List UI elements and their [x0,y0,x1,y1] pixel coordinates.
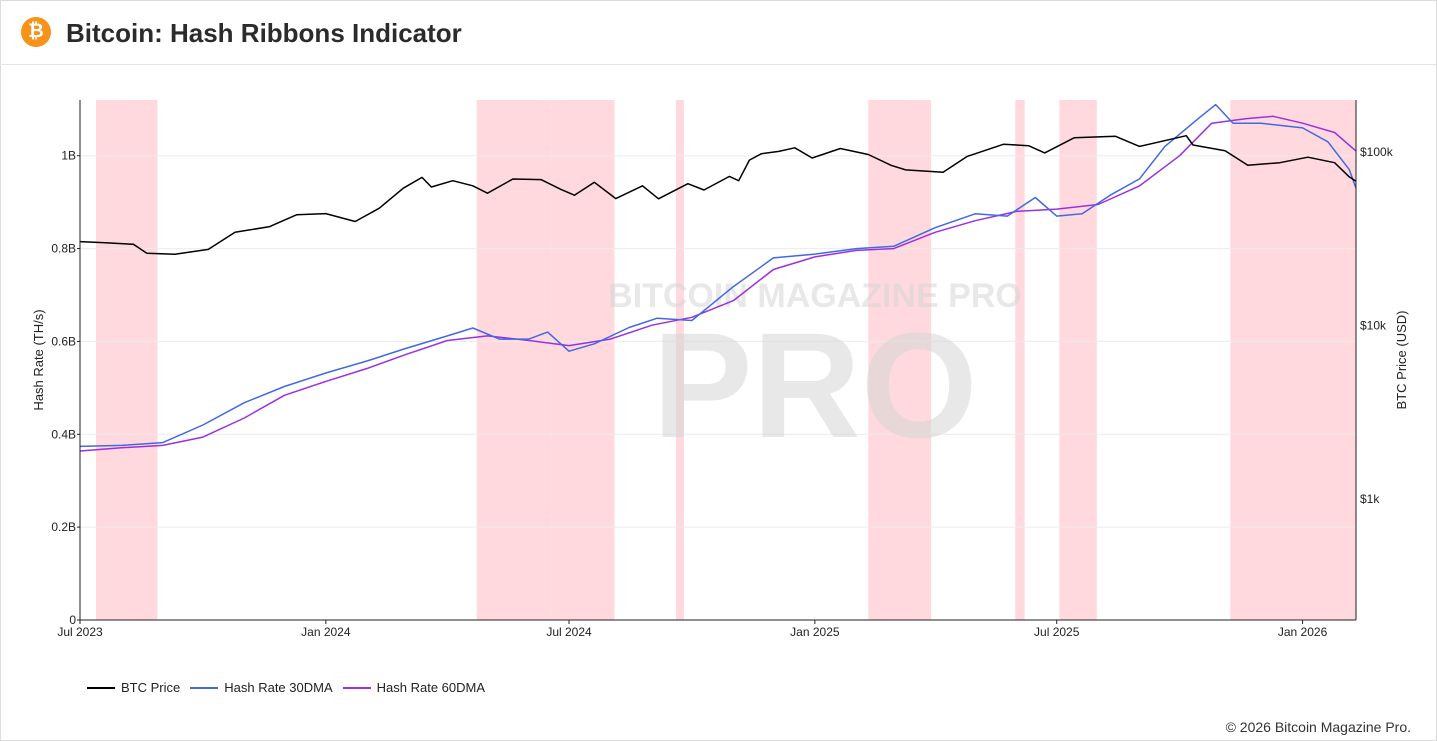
legend-swatch-hash-30dma [190,686,219,689]
x-tick-label: Jan 2024 [301,625,351,639]
capitulation-band [96,100,102,620]
legend-swatch-hash-60dma [342,686,371,689]
y-left-tick-label: 0.2B [51,520,76,534]
x-tick-label: Jul 2024 [546,625,592,639]
capitulation-band [551,100,615,620]
gridlines [80,155,1356,528]
legend-swatch-btc-price [87,686,115,689]
capitulation-band [101,100,118,620]
y-left-tick-label: 1B [61,149,76,163]
watermark-text: BITCOIN MAGAZINE PRO [608,277,1022,315]
legend-item-hash-60dma[interactable]: Hash Rate 60DMA [342,680,486,695]
x-tick-label: Jan 2026 [1278,625,1328,639]
y-left-tick-label: 0.4B [51,427,76,441]
page-header: ₿ Bitcoin: Hash Ribbons Indicator [0,0,1437,65]
series-line-hash-rate-60dma [79,115,1357,452]
x-tick-label: Jul 2025 [1034,625,1080,639]
x-tick-label: Jan 2025 [790,625,840,639]
y-left-axis-label: Hash Rate (TH/s) [31,309,46,410]
watermark-pro-glyphs: PRO [652,301,977,469]
series-line-btc-price [79,134,1357,255]
page-title: Bitcoin: Hash Ribbons Indicator [66,18,462,48]
series-lines [79,103,1357,452]
capitulation-band [1015,100,1025,620]
axes: 0 0.2B 0.4B 0.6B 0.8B 1B $1k $10k $100k Jul 2023 J… [51,100,1394,639]
watermark-logo: BITCOIN MAGAZINE PRO PRO [608,277,1022,469]
x-tick-label: Jul 2023 [57,625,103,639]
capitulation-band [675,100,684,620]
capitulation-bands [96,100,1356,620]
capitulation-band [1059,100,1097,620]
capitulation-band [1230,100,1356,620]
y-left-tick-label: 0.8B [51,242,76,256]
y-left-tick-label: 0.6B [51,334,76,348]
legend-label: Hash Rate 60DMA [376,680,486,695]
capitulation-band [924,100,932,620]
legend-label: BTC Price [121,680,181,695]
legend-item-hash-30dma[interactable]: Hash Rate 30DMA [190,680,333,695]
series-line-hash-rate-30dma [79,103,1357,448]
capitulation-band [117,100,158,620]
y-right-axis-label: BTC Price (USD) [1394,311,1409,410]
y-right-tick-label: $10k [1360,319,1387,333]
legend-label: Hash Rate 30DMA [224,680,333,695]
y-right-tick-label: $100k [1360,145,1394,159]
legend-item-btc-price[interactable]: BTC Price [87,680,180,695]
chart-legend: BTC Price Hash Rate 30DMA Hash Rate 60DM… [87,680,495,695]
capitulation-band [868,100,925,620]
capitulation-band [476,100,552,620]
copyright-footer: © 2026 Bitcoin Magazine Pro. [1225,719,1411,735]
y-left-tick-label: 0 [69,613,76,627]
bitcoin-icon: ₿ [21,17,51,47]
y-right-tick-label: $1k [1360,492,1380,506]
